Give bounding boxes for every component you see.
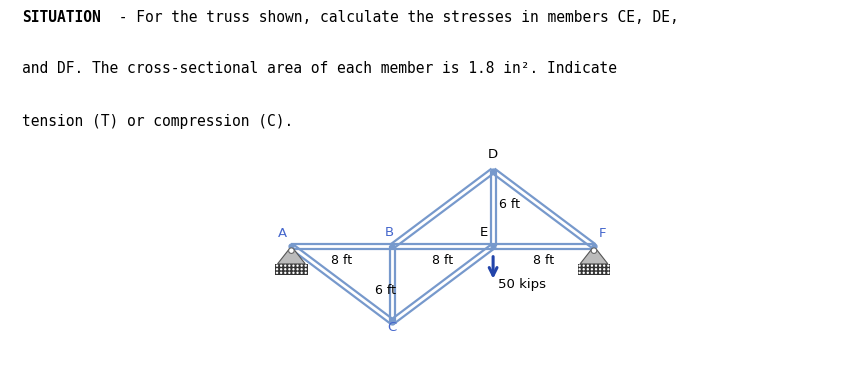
Circle shape [276, 265, 279, 267]
Text: B: B [385, 226, 394, 239]
Circle shape [300, 265, 303, 267]
Circle shape [607, 272, 609, 274]
Circle shape [305, 268, 307, 270]
Text: A: A [278, 227, 287, 240]
Circle shape [591, 248, 596, 253]
Circle shape [595, 268, 597, 270]
Circle shape [296, 272, 299, 274]
Circle shape [300, 268, 303, 270]
Circle shape [599, 268, 602, 270]
Circle shape [296, 265, 299, 267]
Circle shape [599, 272, 602, 274]
Circle shape [607, 268, 609, 270]
Circle shape [284, 265, 286, 267]
Circle shape [288, 272, 291, 274]
Text: C: C [388, 321, 397, 335]
Circle shape [582, 268, 585, 270]
Circle shape [595, 265, 597, 267]
Circle shape [582, 265, 585, 267]
Circle shape [599, 265, 602, 267]
Circle shape [288, 265, 291, 267]
Text: SITUATION: SITUATION [22, 10, 101, 25]
Text: and DF. The cross-sectional area of each member is 1.8 in². Indicate: and DF. The cross-sectional area of each… [22, 61, 616, 76]
Circle shape [280, 272, 282, 274]
Circle shape [582, 272, 585, 274]
Circle shape [280, 265, 282, 267]
Circle shape [284, 272, 286, 274]
Circle shape [293, 265, 294, 267]
Text: 6 ft: 6 ft [499, 198, 521, 211]
Circle shape [284, 268, 286, 270]
Circle shape [595, 272, 597, 274]
Circle shape [603, 265, 605, 267]
Circle shape [293, 268, 294, 270]
Circle shape [578, 265, 581, 267]
Circle shape [603, 272, 605, 274]
Text: 8 ft: 8 ft [332, 254, 352, 266]
Circle shape [603, 268, 605, 270]
Circle shape [293, 272, 294, 274]
Text: 50 kips: 50 kips [498, 277, 546, 291]
Circle shape [587, 268, 589, 270]
Bar [275, 264, 308, 274]
Circle shape [289, 248, 294, 253]
Text: F: F [599, 227, 607, 240]
Circle shape [578, 268, 581, 270]
Text: tension (T) or compression (C).: tension (T) or compression (C). [22, 114, 293, 129]
Circle shape [276, 272, 279, 274]
Circle shape [587, 272, 589, 274]
Circle shape [591, 265, 593, 267]
Polygon shape [580, 246, 608, 264]
Circle shape [280, 268, 282, 270]
Text: 8 ft: 8 ft [533, 254, 554, 266]
Circle shape [296, 268, 299, 270]
Circle shape [578, 272, 581, 274]
Circle shape [300, 272, 303, 274]
Circle shape [591, 272, 593, 274]
Text: D: D [488, 147, 498, 161]
Circle shape [607, 265, 609, 267]
Circle shape [288, 268, 291, 270]
Bar [577, 264, 610, 274]
Circle shape [591, 268, 593, 270]
Text: E: E [480, 226, 489, 239]
Polygon shape [278, 246, 306, 264]
Circle shape [305, 265, 307, 267]
Text: - For the truss shown, calculate the stresses in members CE, DE,: - For the truss shown, calculate the str… [110, 10, 679, 25]
Circle shape [305, 272, 307, 274]
Text: 8 ft: 8 ft [432, 254, 453, 266]
Circle shape [587, 265, 589, 267]
Circle shape [276, 268, 279, 270]
Text: 6 ft: 6 ft [375, 284, 396, 297]
